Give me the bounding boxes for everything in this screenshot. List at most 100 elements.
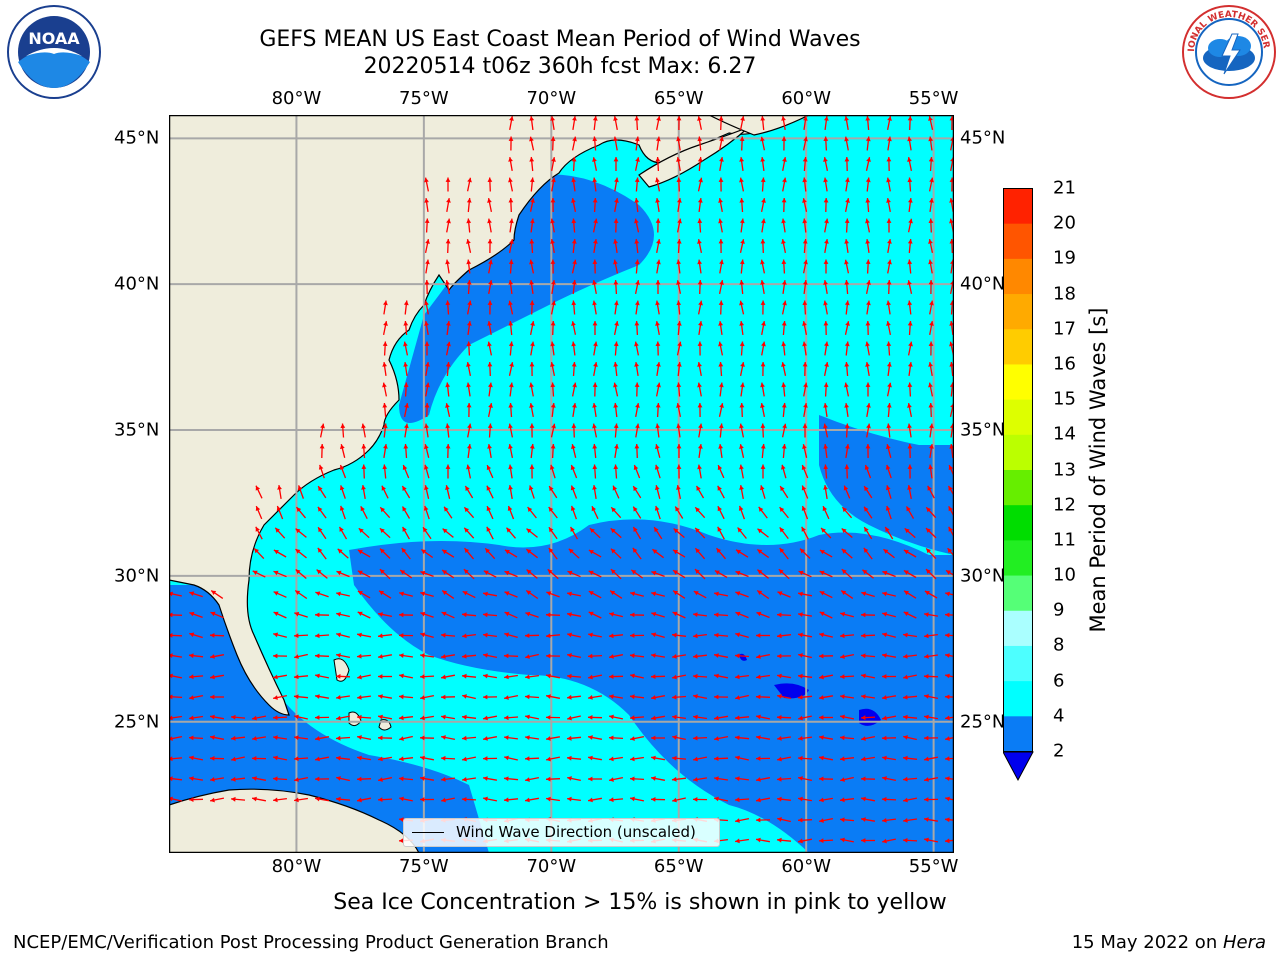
- wind-wave-arrowhead: [823, 136, 829, 141]
- wind-wave-arrowhead: [656, 136, 661, 142]
- wind-wave-arrowhead: [420, 591, 426, 597]
- wind-wave-arrowhead: [841, 590, 847, 595]
- wind-wave-arrows: [169, 115, 954, 844]
- wind-wave-arrowhead: [823, 280, 828, 285]
- wind-wave-arrowhead: [614, 198, 619, 203]
- wind-wave-arrowhead: [525, 777, 530, 782]
- wind-wave-arrowhead: [445, 464, 451, 469]
- wind-wave-arrowhead: [716, 548, 722, 554]
- wind-wave-arrowhead: [761, 218, 766, 224]
- wind-wave-arrowhead: [865, 177, 871, 183]
- wind-wave-arrowhead: [929, 300, 934, 306]
- wind-wave-arrowhead: [777, 633, 782, 639]
- wind-wave-arrowhead: [613, 116, 618, 121]
- wind-wave-arrowhead: [863, 547, 869, 553]
- wind-wave-arrowhead: [718, 362, 724, 367]
- wind-wave-arrowhead: [760, 136, 765, 142]
- wind-wave-arrowhead: [865, 321, 871, 326]
- wind-wave-arrowhead: [210, 633, 215, 638]
- wind-wave-arrowhead: [928, 362, 933, 367]
- wind-wave-arrowhead: [588, 674, 593, 680]
- wind-wave-arrowhead: [908, 218, 913, 224]
- wind-wave-arrowhead: [714, 632, 719, 638]
- wind-wave-arrowhead: [676, 382, 682, 388]
- wind-wave-arrowhead: [821, 528, 826, 533]
- wind-wave-arrowhead: [445, 177, 451, 182]
- wind-wave-arrowhead: [802, 177, 808, 183]
- wind-wave-arrowhead: [844, 259, 849, 265]
- wind-wave-arrowhead: [904, 528, 910, 534]
- wind-wave-arrowhead: [882, 776, 887, 781]
- wind-wave-arrowhead: [840, 633, 845, 639]
- wind-wave-arrowhead: [823, 403, 828, 408]
- wind-wave-arrowhead: [652, 549, 658, 554]
- wind-wave-arrowhead: [571, 423, 577, 428]
- wind-wave-arrowhead: [864, 506, 869, 512]
- wind-wave-arrowhead: [693, 756, 698, 762]
- wind-wave-arrowhead: [336, 755, 341, 761]
- wind-wave-arrowhead: [273, 550, 279, 555]
- wind-wave-arrowhead: [231, 796, 236, 802]
- wind-wave-arrowhead: [548, 507, 554, 512]
- wind-wave-arrowhead: [315, 715, 320, 720]
- wind-wave-arrowhead: [819, 838, 824, 843]
- wind-wave-arrowhead: [735, 715, 740, 721]
- wind-wave-arrowhead: [903, 755, 908, 761]
- wind-wave-arrowhead: [735, 632, 741, 638]
- wind-wave-arrowhead: [336, 653, 341, 658]
- wind-wave-arrowhead: [442, 528, 448, 534]
- wind-wave-arrowhead: [383, 321, 388, 326]
- wind-wave-arrowhead: [485, 548, 490, 554]
- wind-wave-arrowhead: [719, 136, 724, 142]
- wind-wave-arrowhead: [634, 321, 640, 326]
- wind-wave-arrowhead: [357, 797, 362, 803]
- wind-wave-arrowhead: [735, 755, 740, 761]
- wind-wave-arrowhead: [467, 444, 472, 449]
- wind-wave-arrowhead: [592, 464, 598, 470]
- lat-tick-left: 40°N: [114, 273, 160, 295]
- wind-wave-arrowhead: [651, 776, 656, 781]
- wind-wave-arrowhead: [509, 362, 514, 367]
- wind-wave-arrowhead: [466, 464, 471, 470]
- wind-wave-arrowhead: [928, 341, 934, 346]
- wind-wave-arrowhead: [613, 341, 619, 347]
- lat-tick-right: 35°N: [960, 419, 1006, 441]
- wind-wave-arrowhead: [572, 259, 577, 265]
- wind-wave-arrowhead: [189, 611, 195, 617]
- wind-wave-arrowhead: [907, 239, 913, 244]
- wind-wave-arrowhead: [295, 590, 301, 595]
- wind-wave-arrowhead: [550, 341, 555, 347]
- wind-wave-arrowhead: [231, 735, 236, 741]
- wind-wave-arrowhead: [403, 341, 408, 347]
- wind-wave-arrowhead: [672, 755, 677, 761]
- wind-wave-arrowhead: [739, 259, 745, 265]
- wind-wave-arrowhead: [169, 612, 173, 618]
- wind-wave-arrowhead: [735, 695, 740, 700]
- colorbar-segment: [1003, 645, 1033, 682]
- chart-title: GEFS MEAN US East Coast Mean Period of W…: [259, 27, 861, 52]
- colorbar-segment: [1003, 363, 1033, 400]
- wind-wave-arrowhead: [760, 259, 765, 265]
- wind-wave-arrowhead: [760, 116, 766, 121]
- wind-wave-arrowhead: [844, 239, 849, 244]
- wind-wave-arrowhead: [567, 632, 572, 638]
- wind-wave-arrowhead: [613, 403, 619, 408]
- wind-wave-arrowhead: [462, 714, 467, 720]
- wind-wave-arrowhead: [840, 612, 846, 617]
- wind-wave-arrowhead: [945, 796, 950, 802]
- lat-tick-right: 25°N: [960, 711, 1006, 733]
- wind-wave-arrowhead: [861, 736, 866, 741]
- wind-wave-arrowhead: [525, 611, 531, 617]
- wind-wave-arrowhead: [655, 218, 661, 223]
- wind-wave-arrowhead: [840, 797, 845, 803]
- wind-wave-arrowhead: [210, 694, 215, 700]
- wind-wave-arrowhead: [255, 526, 260, 532]
- wind-wave-arrowhead: [777, 796, 782, 802]
- wind-wave-arrowhead: [551, 423, 556, 429]
- wind-wave-arrowhead: [361, 485, 366, 490]
- wind-wave-arrowhead: [378, 714, 383, 720]
- wind-wave-arrowhead: [463, 569, 469, 574]
- wind-wave-arrowhead: [672, 674, 677, 680]
- wind-wave-arrowhead: [676, 444, 682, 449]
- lon-tick-bottom: 65°W: [653, 856, 704, 877]
